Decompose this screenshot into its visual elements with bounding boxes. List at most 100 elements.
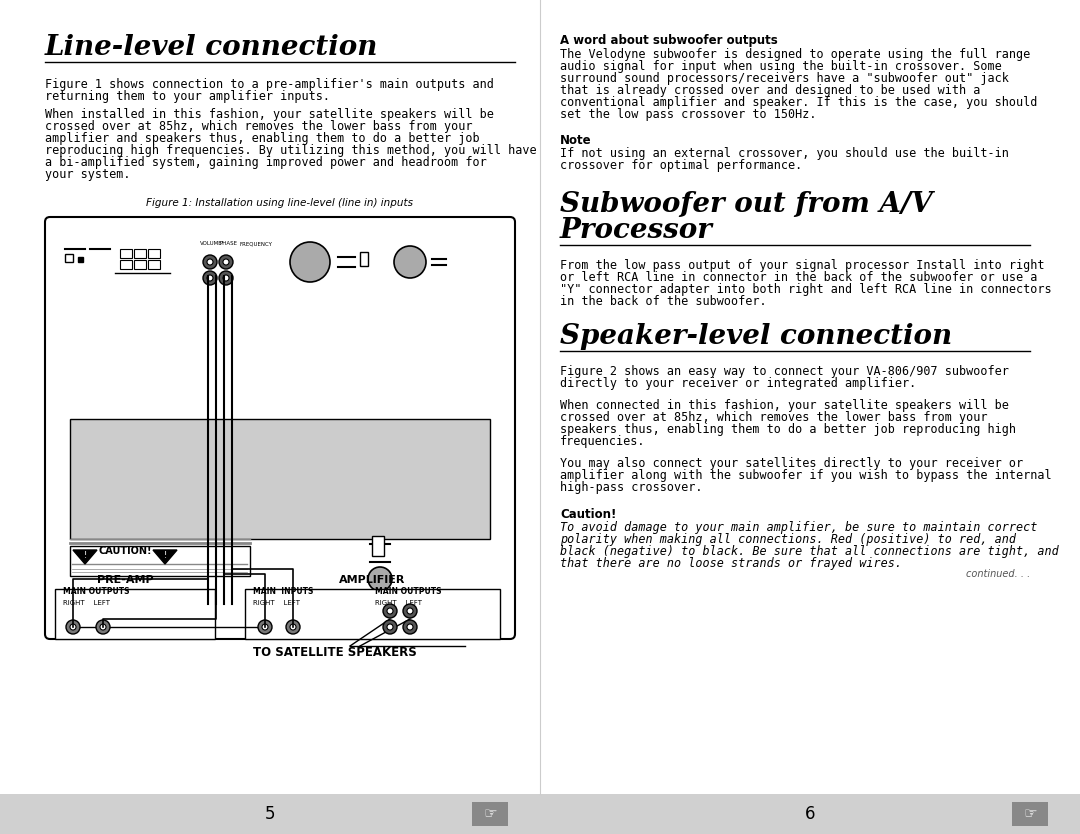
Text: ☞: ☞ xyxy=(1023,806,1037,821)
Text: RIGHT    LEFT: RIGHT LEFT xyxy=(63,600,110,606)
Circle shape xyxy=(291,242,330,282)
Text: FREQUENCY: FREQUENCY xyxy=(240,241,273,246)
Bar xyxy=(65,254,73,262)
Text: AMPLIFIER: AMPLIFIER xyxy=(339,575,405,585)
Text: Figure 1: Installation using line-level (line in) inputs: Figure 1: Installation using line-level … xyxy=(147,198,414,208)
Text: polarity when making all connections. Red (positive) to red, and: polarity when making all connections. Re… xyxy=(561,533,1016,546)
Text: directly to your receiver or integrated amplifier.: directly to your receiver or integrated … xyxy=(561,377,916,390)
Text: You may also connect your satellites directly to your receiver or: You may also connect your satellites dir… xyxy=(561,457,1023,470)
Circle shape xyxy=(403,620,417,634)
Text: Processor: Processor xyxy=(561,217,713,244)
Text: RIGHT    LEFT: RIGHT LEFT xyxy=(375,600,422,606)
Text: that there are no loose strands or frayed wires.: that there are no loose strands or fraye… xyxy=(561,557,902,570)
Circle shape xyxy=(96,620,110,634)
Text: Figure 1 shows connection to a pre-amplifier's main outputs and: Figure 1 shows connection to a pre-ampli… xyxy=(45,78,494,91)
Text: When installed in this fashion, your satellite speakers will be: When installed in this fashion, your sat… xyxy=(45,108,494,121)
Circle shape xyxy=(262,624,268,630)
Text: MAIN OUTPUTS: MAIN OUTPUTS xyxy=(63,587,130,596)
Bar xyxy=(55,589,215,639)
Text: Note: Note xyxy=(561,134,592,147)
Bar xyxy=(0,794,1080,834)
Circle shape xyxy=(383,604,397,618)
Text: speakers thus, enabling them to do a better job reproducing high: speakers thus, enabling them to do a bet… xyxy=(561,423,1016,436)
Text: crossed over at 85hz, which removes the lower bass from your: crossed over at 85hz, which removes the … xyxy=(561,411,987,424)
Text: Subwoofer out from A/V: Subwoofer out from A/V xyxy=(561,191,933,218)
Text: 5: 5 xyxy=(265,805,275,823)
Text: RIGHT    LEFT: RIGHT LEFT xyxy=(253,600,300,606)
Text: set the low pass crossover to 150Hz.: set the low pass crossover to 150Hz. xyxy=(561,108,816,121)
Text: amplifier and speakers thus, enabling them to do a better job: amplifier and speakers thus, enabling th… xyxy=(45,132,480,145)
Text: audio signal for input when using the built-in crossover. Some: audio signal for input when using the bu… xyxy=(561,60,1002,73)
Bar xyxy=(120,249,132,258)
Text: Figure 2 shows an easy way to connect your VA-806/907 subwoofer: Figure 2 shows an easy way to connect yo… xyxy=(561,365,1009,378)
Text: frequencies.: frequencies. xyxy=(561,435,646,448)
Text: ☞: ☞ xyxy=(483,806,497,821)
Circle shape xyxy=(286,620,300,634)
Text: PRE-AMP: PRE-AMP xyxy=(97,575,153,585)
Text: If not using an external crossover, you should use the built-in: If not using an external crossover, you … xyxy=(561,147,1009,160)
Circle shape xyxy=(387,624,393,630)
Bar xyxy=(120,260,132,269)
Polygon shape xyxy=(153,550,177,564)
Bar xyxy=(70,419,490,539)
Text: The Velodyne subwoofer is designed to operate using the full range: The Velodyne subwoofer is designed to op… xyxy=(561,48,1030,61)
Circle shape xyxy=(207,275,213,281)
Circle shape xyxy=(291,624,296,630)
Text: To avoid damage to your main amplifier, be sure to maintain correct: To avoid damage to your main amplifier, … xyxy=(561,521,1038,534)
Text: "Y" connector adapter into both right and left RCA line in connectors: "Y" connector adapter into both right an… xyxy=(561,283,1052,296)
Text: high-pass crossover.: high-pass crossover. xyxy=(561,481,702,494)
Text: surround sound processors/receivers have a "subwoofer out" jack: surround sound processors/receivers have… xyxy=(561,72,1009,85)
Bar xyxy=(148,260,160,269)
Text: 6: 6 xyxy=(805,805,815,823)
Text: that is already crossed over and designed to be used with a: that is already crossed over and designe… xyxy=(561,84,981,97)
Text: A word about subwoofer outputs: A word about subwoofer outputs xyxy=(561,34,778,47)
Circle shape xyxy=(66,620,80,634)
Bar xyxy=(134,260,146,269)
Bar xyxy=(1012,802,1048,826)
Bar xyxy=(78,257,83,262)
Circle shape xyxy=(219,271,233,285)
Text: Caution!: Caution! xyxy=(561,508,617,521)
Circle shape xyxy=(258,620,272,634)
Circle shape xyxy=(222,259,229,265)
Circle shape xyxy=(403,604,417,618)
Text: MAIN  INPUTS: MAIN INPUTS xyxy=(253,587,313,596)
Circle shape xyxy=(203,271,217,285)
Circle shape xyxy=(383,620,397,634)
Bar xyxy=(472,802,508,826)
Text: Line-level connection: Line-level connection xyxy=(45,34,378,61)
Bar xyxy=(360,252,368,266)
Circle shape xyxy=(70,624,76,630)
Text: reproducing high frequencies. By utilizing this method, you will have: reproducing high frequencies. By utilizi… xyxy=(45,144,537,157)
Circle shape xyxy=(100,624,106,630)
Text: Speaker-level connection: Speaker-level connection xyxy=(561,323,953,350)
Circle shape xyxy=(207,259,213,265)
FancyBboxPatch shape xyxy=(45,217,515,639)
Polygon shape xyxy=(73,550,97,564)
Text: crossed over at 85hz, which removes the lower bass from your: crossed over at 85hz, which removes the … xyxy=(45,120,473,133)
Text: black (negative) to black. Be sure that all connections are tight, and: black (negative) to black. Be sure that … xyxy=(561,545,1058,558)
Text: in the back of the subwoofer.: in the back of the subwoofer. xyxy=(561,295,767,308)
Text: VOLUME: VOLUME xyxy=(200,241,222,246)
Bar xyxy=(134,249,146,258)
Circle shape xyxy=(407,624,413,630)
Text: returning them to your amplifier inputs.: returning them to your amplifier inputs. xyxy=(45,90,330,103)
Text: MAIN OUTPUTS: MAIN OUTPUTS xyxy=(375,587,442,596)
Circle shape xyxy=(368,567,392,591)
Text: TO SATELLITE SPEAKERS: TO SATELLITE SPEAKERS xyxy=(253,646,417,659)
Text: conventional amplifier and speaker. If this is the case, you should: conventional amplifier and speaker. If t… xyxy=(561,96,1038,109)
Text: continued. . .: continued. . . xyxy=(966,569,1030,579)
Text: amplifier along with the subwoofer if you wish to bypass the internal: amplifier along with the subwoofer if yo… xyxy=(561,469,1052,482)
Circle shape xyxy=(222,275,229,281)
Bar xyxy=(245,589,500,639)
Text: When connected in this fashion, your satellite speakers will be: When connected in this fashion, your sat… xyxy=(561,399,1009,412)
Text: PHASE: PHASE xyxy=(220,241,238,246)
Text: CAUTION!: CAUTION! xyxy=(98,546,152,556)
Text: your system.: your system. xyxy=(45,168,131,181)
Circle shape xyxy=(203,255,217,269)
Text: From the low pass output of your signal processor Install into right: From the low pass output of your signal … xyxy=(561,259,1044,272)
Bar xyxy=(148,249,160,258)
Text: !: ! xyxy=(163,551,166,560)
Text: a bi-amplified system, gaining improved power and headroom for: a bi-amplified system, gaining improved … xyxy=(45,156,487,169)
Circle shape xyxy=(394,246,426,278)
